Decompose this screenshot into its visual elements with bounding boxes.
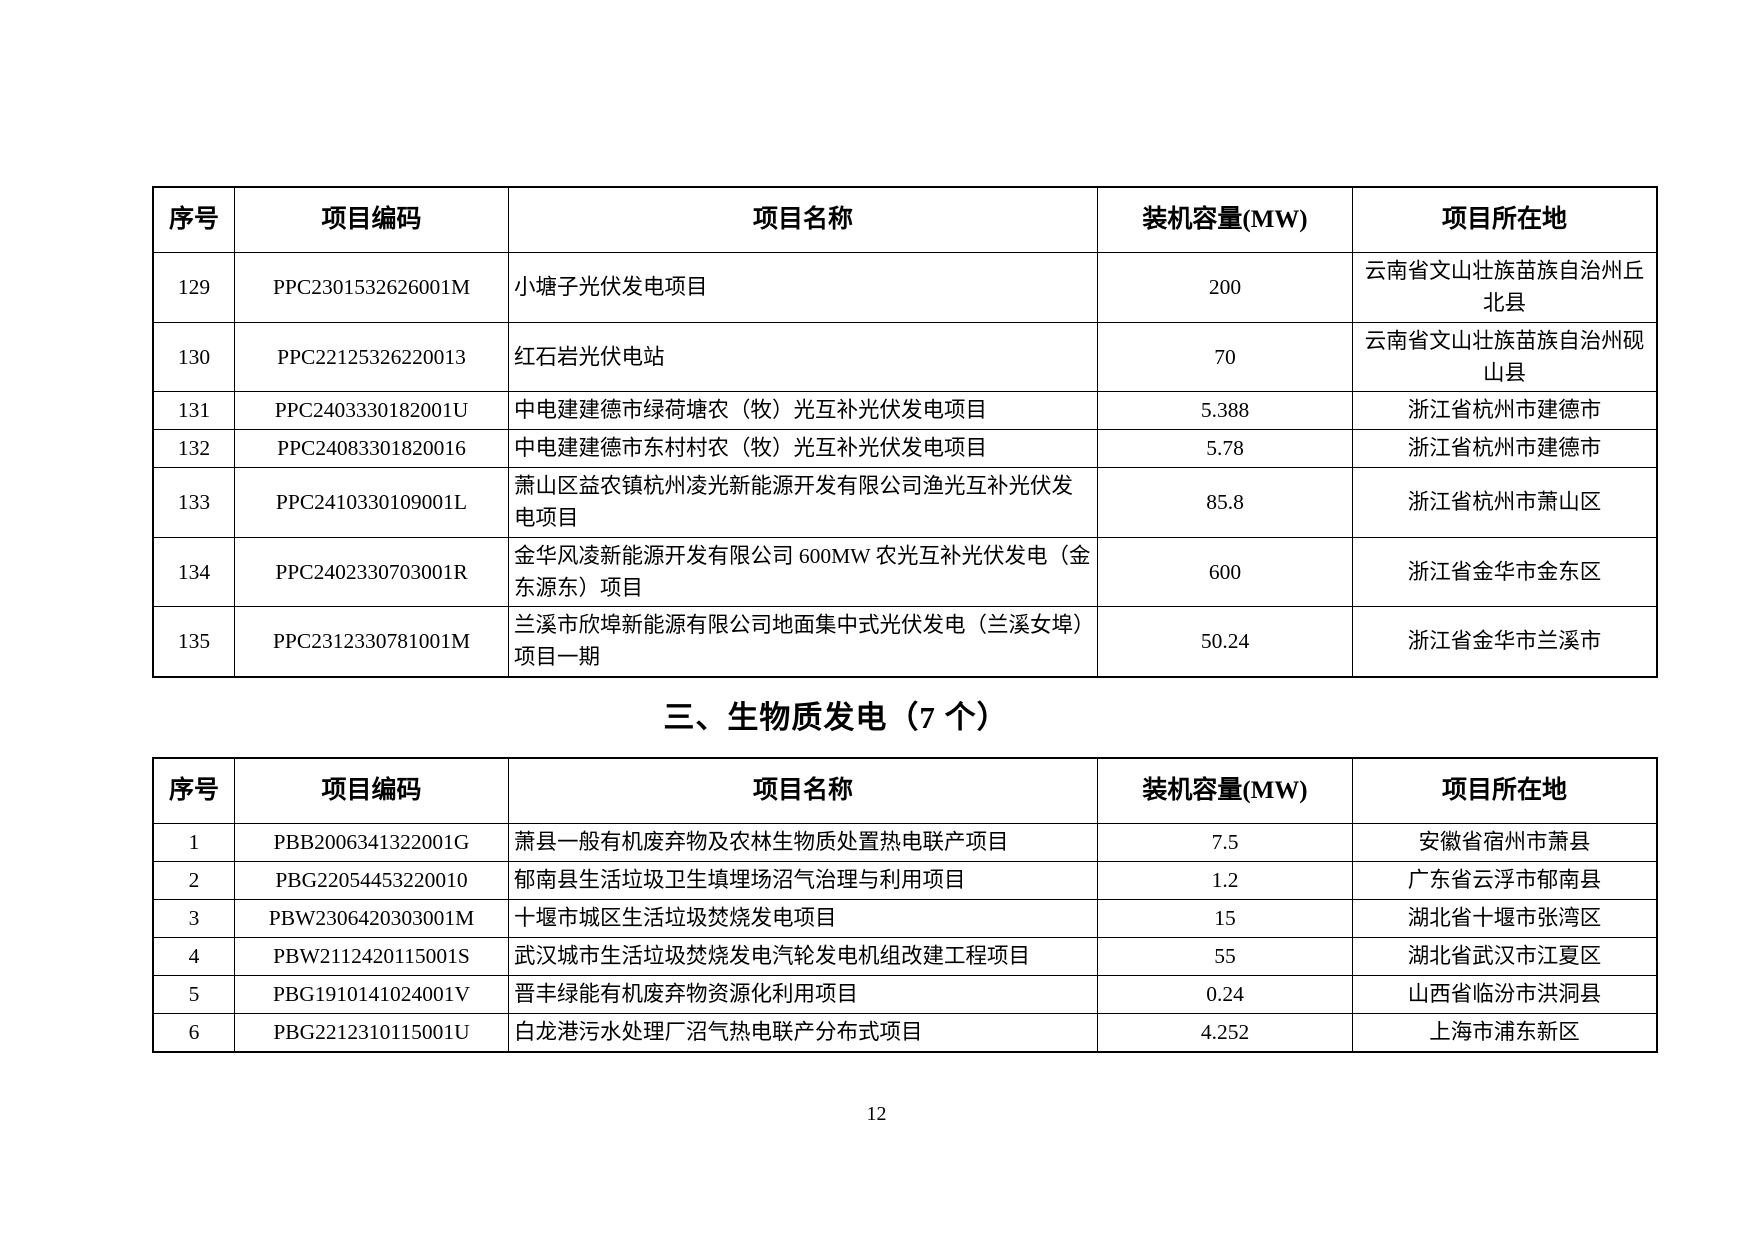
column-header-project-location: 项目所在地 — [1352, 757, 1658, 824]
cell-serial-no: 132 — [152, 429, 235, 468]
cell-project-name: 十堰市城区生活垃圾焚烧发电项目 — [508, 899, 1098, 938]
cell-project-name: 郁南县生活垃圾卫生填埋场沼气治理与利用项目 — [508, 861, 1098, 900]
cell-serial-no: 5 — [152, 975, 235, 1014]
cell-capacity-mw: 15 — [1097, 899, 1353, 938]
table-row: 132 PPC24083301820016 中电建建德市东村村农（牧）光互补光伏发电… — [152, 429, 1658, 468]
column-header-capacity-mw: 装机容量(MW) — [1097, 757, 1353, 824]
cell-project-location: 云南省文山壮族苗族自治州砚山县 — [1352, 321, 1658, 392]
biomass-projects-table: 序号 项目编码 项目名称 装机容量(MW) 项目所在地 1 PBB2006341322001… — [152, 757, 1658, 1053]
cell-serial-no: 130 — [152, 321, 235, 392]
cell-project-code: PPC2410330109001L — [234, 467, 509, 538]
cell-serial-no: 3 — [152, 899, 235, 938]
section-heading: 三、生物质发电（7 个） — [663, 700, 1009, 735]
cell-capacity-mw: 4.252 — [1097, 1013, 1353, 1053]
cell-capacity-mw: 85.8 — [1097, 467, 1353, 538]
column-header-capacity-mw: 装机容量(MW) — [1097, 186, 1353, 253]
cell-serial-no: 135 — [152, 606, 235, 677]
cell-project-name: 小塘子光伏发电项目 — [508, 252, 1098, 323]
table-row: 131 PPC2403330182001U 中电建建德市绿荷塘农（牧）光互补光伏发电… — [152, 391, 1658, 430]
cell-serial-no: 6 — [152, 1013, 235, 1053]
header-row: 序号 项目编码 项目名称 装机容量(MW) 项目所在地 — [152, 757, 1658, 824]
cell-capacity-mw: 70 — [1097, 321, 1353, 392]
table-row: 129 PPC2301532626001M 小塘子光伏发电项目 200 云南省文山壮族苗… — [152, 252, 1658, 323]
cell-capacity-mw: 200 — [1097, 252, 1353, 323]
cell-project-name: 中电建建德市东村村农（牧）光互补光伏发电项目 — [508, 429, 1098, 468]
table-row: 135 PPC2312330781001M 兰溪市欣埠新能源有限公司地面集中式光伏发… — [152, 606, 1658, 677]
cell-serial-no: 129 — [152, 252, 235, 323]
cell-project-location: 浙江省杭州市萧山区 — [1352, 467, 1658, 538]
cell-project-code: PBG22054453220010 — [234, 861, 509, 900]
cell-project-location: 安徽省宿州市萧县 — [1352, 823, 1658, 862]
cell-project-name: 武汉城市生活垃圾焚烧发电汽轮发电机组改建工程项目 — [508, 937, 1098, 976]
cell-project-name: 萧县一般有机废弃物及农林生物质处置热电联产项目 — [508, 823, 1098, 862]
cell-project-name: 萧山区益农镇杭州凌光新能源开发有限公司渔光互补光伏发电项目 — [508, 467, 1098, 538]
cell-capacity-mw: 1.2 — [1097, 861, 1353, 900]
cell-capacity-mw: 600 — [1097, 536, 1353, 607]
cell-project-location: 浙江省杭州市建德市 — [1352, 391, 1658, 430]
cell-project-name: 晋丰绿能有机废弃物资源化利用项目 — [508, 975, 1098, 1014]
cell-project-code: PBW2112420115001S — [234, 937, 509, 976]
cell-project-code: PBG1910141024001V — [234, 975, 509, 1014]
table-row: 6 PBG2212310115001U 白龙港污水处理厂沼气热电联产分布式项目 4.2… — [152, 1013, 1658, 1053]
table-row: 4 PBW2112420115001S 武汉城市生活垃圾焚烧发电汽轮发电机组改建工程… — [152, 937, 1658, 976]
table-row: 5 PBG1910141024001V 晋丰绿能有机废弃物资源化利用项目 0.24 山西… — [152, 975, 1658, 1014]
cell-project-name: 白龙港污水处理厂沼气热电联产分布式项目 — [508, 1013, 1098, 1053]
column-header-serial-no: 序号 — [152, 186, 235, 253]
cell-project-location: 浙江省金华市金东区 — [1352, 536, 1658, 607]
cell-project-code: PPC2402330703001R — [234, 536, 509, 607]
cell-project-name: 红石岩光伏电站 — [508, 321, 1098, 392]
cell-project-name: 金华风凌新能源开发有限公司 600MW 农光互补光伏发电（金东源东）项目 — [508, 536, 1098, 607]
cell-serial-no: 134 — [152, 536, 235, 607]
cell-project-code: PBG2212310115001U — [234, 1013, 509, 1053]
cell-project-code: PPC22125326220013 — [234, 321, 509, 392]
table-row: 1 PBB2006341322001G 萧县一般有机废弃物及农林生物质处置热电联产项… — [152, 823, 1658, 862]
cell-project-code: PPC2301532626001M — [234, 252, 509, 323]
cell-project-name: 兰溪市欣埠新能源有限公司地面集中式光伏发电（兰溪女埠）项目一期 — [508, 606, 1098, 677]
cell-project-code: PPC24083301820016 — [234, 429, 509, 468]
cell-project-code: PBW2306420303001M — [234, 899, 509, 938]
cell-capacity-mw: 55 — [1097, 937, 1353, 976]
cell-capacity-mw: 5.388 — [1097, 391, 1353, 430]
table-row: 2 PBG22054453220010 郁南县生活垃圾卫生填埋场沼气治理与利用项目 1… — [152, 861, 1658, 900]
cell-serial-no: 133 — [152, 467, 235, 538]
table-row: 134 PPC2402330703001R 金华风凌新能源开发有限公司 600MW … — [152, 536, 1658, 607]
cell-serial-no: 1 — [152, 823, 235, 862]
table-row: 133 PPC2410330109001L 萧山区益农镇杭州凌光新能源开发有限公司渔… — [152, 467, 1658, 538]
solar-projects-table: 序号 项目编码 项目名称 装机容量(MW) 项目所在地 129 PPC23015326260… — [152, 186, 1658, 678]
column-header-project-name: 项目名称 — [508, 186, 1098, 253]
column-header-serial-no: 序号 — [152, 757, 235, 824]
cell-project-location: 上海市浦东新区 — [1352, 1013, 1658, 1053]
cell-project-location: 浙江省金华市兰溪市 — [1352, 606, 1658, 677]
cell-project-location: 湖北省十堰市张湾区 — [1352, 899, 1658, 938]
column-header-project-code: 项目编码 — [234, 186, 509, 253]
cell-project-location: 山西省临汾市洪洞县 — [1352, 975, 1658, 1014]
cell-project-code: PPC2312330781001M — [234, 606, 509, 677]
table-row: 3 PBW2306420303001M 十堰市城区生活垃圾焚烧发电项目 15 湖北省十堰… — [152, 899, 1658, 938]
cell-project-location: 广东省云浮市郁南县 — [1352, 861, 1658, 900]
cell-project-location: 云南省文山壮族苗族自治州丘北县 — [1352, 252, 1658, 323]
cell-capacity-mw: 50.24 — [1097, 606, 1353, 677]
cell-serial-no: 131 — [152, 391, 235, 430]
column-header-project-location: 项目所在地 — [1352, 186, 1658, 253]
cell-capacity-mw: 7.5 — [1097, 823, 1353, 862]
cell-project-code: PPC2403330182001U — [234, 391, 509, 430]
cell-project-location: 浙江省杭州市建德市 — [1352, 429, 1658, 468]
cell-project-name: 中电建建德市绿荷塘农（牧）光互补光伏发电项目 — [508, 391, 1098, 430]
cell-project-code: PBB2006341322001G — [234, 823, 509, 862]
cell-project-location: 湖北省武汉市江夏区 — [1352, 937, 1658, 976]
column-header-project-name: 项目名称 — [508, 757, 1098, 824]
cell-capacity-mw: 0.24 — [1097, 975, 1353, 1014]
column-header-project-code: 项目编码 — [234, 757, 509, 824]
cell-serial-no: 4 — [152, 937, 235, 976]
cell-serial-no: 2 — [152, 861, 235, 900]
cell-capacity-mw: 5.78 — [1097, 429, 1353, 468]
header-row: 序号 项目编码 项目名称 装机容量(MW) 项目所在地 — [152, 186, 1658, 253]
table-row: 130 PPC22125326220013 红石岩光伏电站 70 云南省文山壮族苗族自治… — [152, 321, 1658, 392]
page-number: 12 — [866, 1103, 887, 1125]
